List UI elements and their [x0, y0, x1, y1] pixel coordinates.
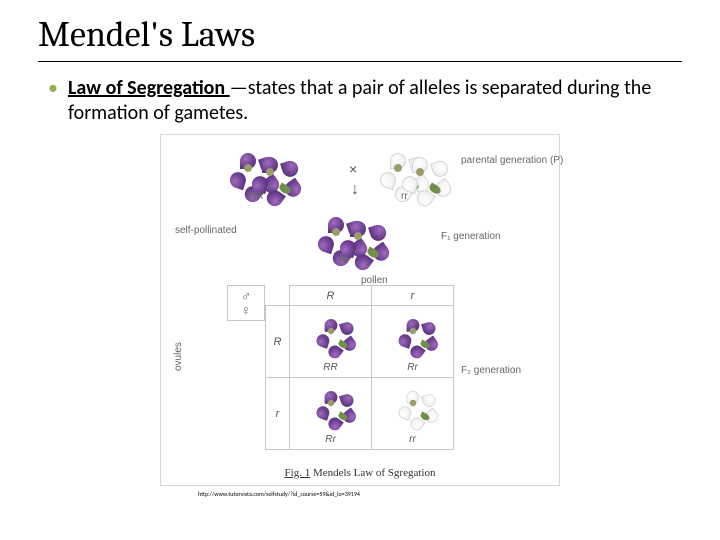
punnett-corner: [266, 286, 290, 306]
punnett-cell-11: rr: [372, 378, 454, 450]
punnett-geno-00: RR: [290, 362, 371, 373]
gender-symbols: ♂ ♀: [227, 285, 265, 321]
source-url: http://www.tutorvista.com/selfstudy/?id_…: [38, 490, 682, 498]
figure-caption-text: Mendels Law of Sgregation: [310, 467, 435, 479]
punnett-col-0: R: [290, 286, 372, 306]
parental-label: parental generation (P): [461, 155, 541, 167]
parent-right-geno: rr: [401, 191, 408, 202]
punnett-geno-01: Rr: [372, 362, 453, 373]
punnett-cell-10: Rr: [290, 378, 372, 450]
punnett-geno-10: Rr: [290, 434, 371, 445]
parent-left-geno: RR: [249, 191, 263, 202]
punnett-geno-11: rr: [372, 434, 453, 445]
slide-title: Mendel's Laws: [38, 14, 682, 62]
punnett-row-1: r: [266, 378, 290, 450]
bullet-text: Law of Segregation —states that a pair o…: [68, 76, 682, 126]
punnett-cell-01: Rr: [372, 306, 454, 378]
punnett-col-1: r: [372, 286, 454, 306]
bullet-item: • Law of Segregation —states that a pair…: [38, 76, 682, 126]
figure-caption-prefix: Fig. 1: [285, 467, 311, 479]
f1-row: Rr: [321, 215, 441, 271]
f2-label: F₂ generation: [461, 365, 521, 376]
male-symbol-icon: ♂: [241, 289, 252, 303]
parent-right-flowers: [383, 151, 439, 189]
bullet-term: Law of Segregation: [68, 76, 230, 100]
punnett-row-0: R: [266, 306, 290, 378]
diagram-figure: RR × rr ↓ parental generation (P) Rr F₁ …: [160, 134, 560, 486]
bullet-icon: •: [48, 76, 58, 101]
punnett-square: R r R RR Rr r: [265, 285, 454, 450]
female-symbol-icon: ♀: [241, 303, 252, 317]
f1-flowers: [321, 215, 377, 253]
punnett-cell-00: RR: [290, 306, 372, 378]
ovules-label: ovules: [173, 342, 184, 371]
parent-left-flowers: [233, 151, 289, 189]
cross-symbol: ×: [349, 161, 357, 177]
parental-row: RR × rr: [233, 151, 493, 207]
self-pollinated-label: self-pollinated: [175, 225, 237, 236]
f1-geno: Rr: [339, 255, 350, 266]
arrow-down-icon: ↓: [351, 181, 359, 199]
f1-label: F₁ generation: [441, 231, 501, 242]
figure-caption: Fig. 1 Mendels Law of Sgregation: [161, 467, 559, 479]
